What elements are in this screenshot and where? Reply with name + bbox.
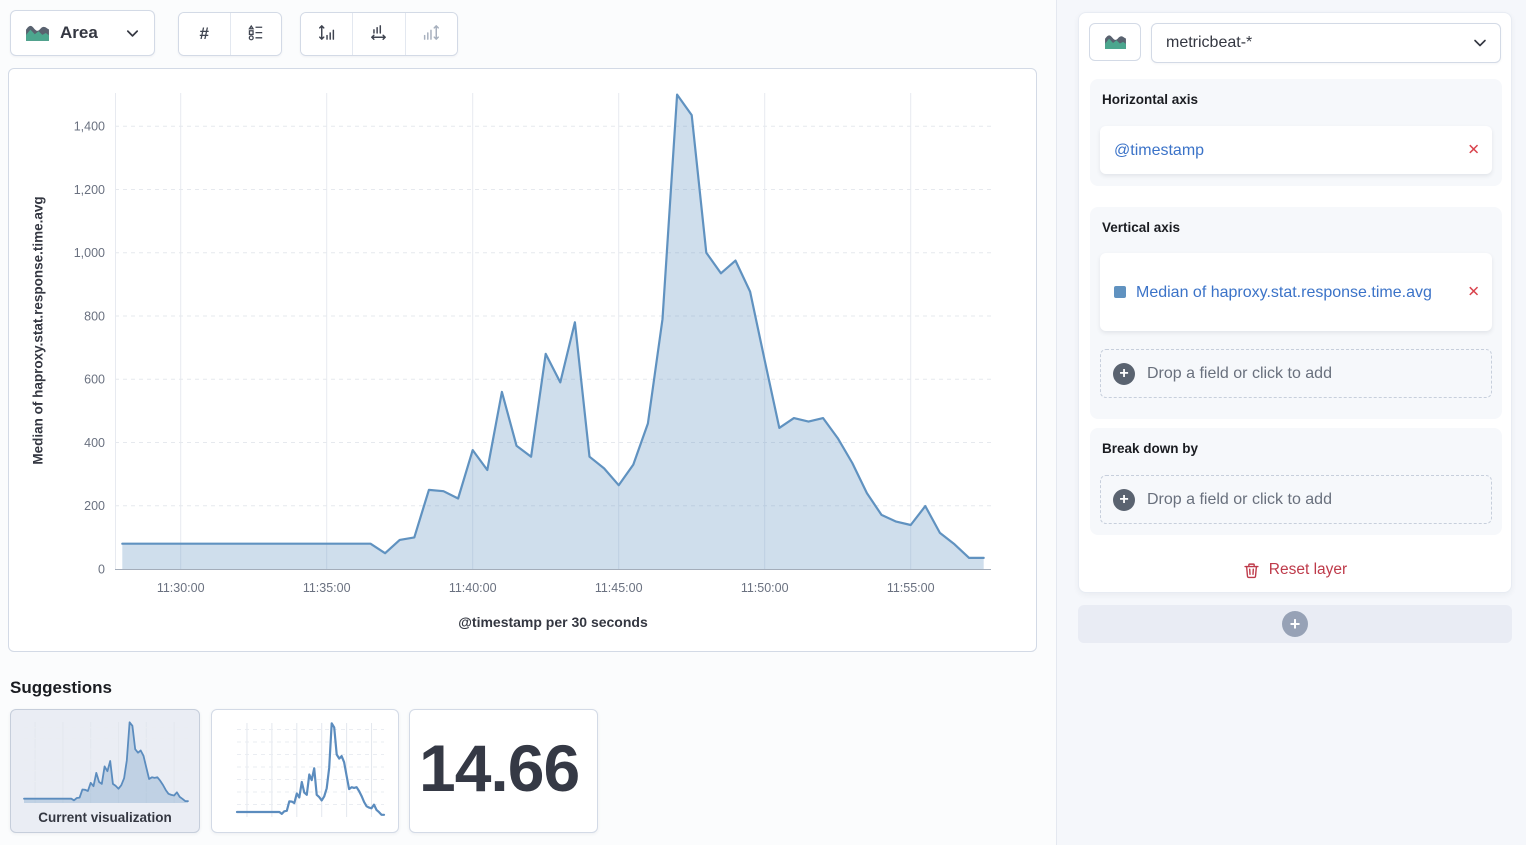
svg-text:400: 400 <box>84 436 105 450</box>
area-chart[interactable]: 0 200 400 600 800 1,000 1,200 1,400 11:30:00 11:3… <box>9 69 1036 651</box>
editor-canvas: Area # <box>0 0 1056 845</box>
right-axis-button[interactable] <box>406 13 457 55</box>
svg-text:11:45:00: 11:45:00 <box>595 581 643 595</box>
dimension-median-label: Median of haproxy.stat.response.time.avg <box>1136 280 1432 305</box>
axis-right-icon <box>422 23 441 45</box>
metric-value: 14.66 <box>419 730 579 806</box>
lens-editor: Area # <box>0 0 1526 845</box>
chevron-down-icon <box>125 26 140 41</box>
vertical-axis-section: Vertical axis Median of haproxy.stat.res… <box>1090 207 1502 419</box>
horizontal-axis-section: Horizontal axis @timestamp ✕ <box>1090 79 1502 186</box>
chart-panel: 0 200 400 600 800 1,000 1,200 1,400 11:30:00 11:3… <box>8 68 1037 652</box>
svg-text:1,400: 1,400 <box>74 120 105 134</box>
svg-text:11:30:00: 11:30:00 <box>157 581 205 595</box>
plus-icon: + <box>1113 489 1135 511</box>
add-breakdown-field-dropzone[interactable]: + Drop a field or click to add <box>1100 475 1492 524</box>
vertical-axis-title: Vertical axis <box>1090 207 1502 235</box>
legend-button[interactable] <box>231 13 282 55</box>
svg-text:11:50:00: 11:50:00 <box>741 581 789 595</box>
value-labels-button[interactable]: # <box>179 13 231 55</box>
current-visualization-label: Current visualization <box>11 810 199 825</box>
index-pattern-value: metricbeat-* <box>1166 34 1252 52</box>
y-axis-title: Median of haproxy.stat.response.time.avg <box>31 116 46 546</box>
dimension-timestamp-label: @timestamp <box>1114 138 1204 163</box>
svg-text:200: 200 <box>84 499 105 513</box>
reset-layer-button[interactable]: Reset layer <box>1079 561 1511 579</box>
layer-config-sidebar: metricbeat-* Horizontal axis @timestamp … <box>1056 0 1526 845</box>
axis-left-icon <box>317 23 336 45</box>
index-pattern-select[interactable]: metricbeat-* <box>1151 23 1501 63</box>
area-chart-icon <box>1104 31 1127 53</box>
svg-text:11:40:00: 11:40:00 <box>449 581 497 595</box>
remove-timestamp-button[interactable]: ✕ <box>1467 143 1480 158</box>
chart-toolbar: Area # <box>0 0 1056 66</box>
svg-text:11:35:00: 11:35:00 <box>303 581 351 595</box>
area-chart-icon <box>25 21 50 45</box>
x-axis-title: @timestamp per 30 seconds <box>115 614 991 630</box>
dropzone-label: Drop a field or click to add <box>1147 491 1332 509</box>
plus-icon: + <box>1113 363 1135 385</box>
mini-line-chart <box>212 710 398 833</box>
horizontal-axis-title: Horizontal axis <box>1090 79 1502 107</box>
svg-text:600: 600 <box>84 373 105 387</box>
chevron-down-icon <box>1472 35 1488 51</box>
svg-text:800: 800 <box>84 309 105 323</box>
reset-layer-label: Reset layer <box>1269 561 1347 579</box>
axis-options-group <box>300 12 458 56</box>
trash-icon <box>1243 562 1260 579</box>
suggestions-heading: Suggestions <box>10 678 112 698</box>
dropzone-label: Drop a field or click to add <box>1147 365 1332 383</box>
layer-chart-type-button[interactable] <box>1089 23 1141 61</box>
legend-icon <box>247 24 264 44</box>
suggestion-current-visualization[interactable]: Current visualization <box>10 709 200 833</box>
svg-text:1,200: 1,200 <box>74 183 105 197</box>
dimension-timestamp[interactable]: @timestamp ✕ <box>1100 126 1492 174</box>
bottom-axis-button[interactable] <box>353 13 405 55</box>
suggestion-metric[interactable]: 14.66 <box>409 709 598 833</box>
svg-text:11:55:00: 11:55:00 <box>887 581 935 595</box>
hash-icon: # <box>200 24 209 44</box>
add-vertical-field-dropzone[interactable]: + Drop a field or click to add <box>1100 349 1492 398</box>
breakdown-title: Break down by <box>1090 428 1502 456</box>
display-options-group: # <box>178 12 282 56</box>
series-color-swatch <box>1114 286 1126 298</box>
svg-text:0: 0 <box>98 563 105 577</box>
plus-icon: + <box>1282 611 1308 637</box>
chart-type-selector[interactable]: Area <box>10 10 155 56</box>
axis-bottom-icon <box>369 23 388 45</box>
layer-panel: metricbeat-* Horizontal axis @timestamp … <box>1078 12 1512 593</box>
dimension-median[interactable]: Median of haproxy.stat.response.time.avg… <box>1100 253 1492 331</box>
add-layer-button[interactable]: + <box>1078 605 1512 643</box>
left-axis-button[interactable] <box>301 13 353 55</box>
svg-text:1,000: 1,000 <box>74 246 105 260</box>
remove-median-button[interactable]: ✕ <box>1467 285 1480 300</box>
breakdown-section: Break down by + Drop a field or click to… <box>1090 428 1502 535</box>
suggestion-line-chart[interactable] <box>211 709 399 833</box>
chart-type-label: Area <box>60 23 98 43</box>
